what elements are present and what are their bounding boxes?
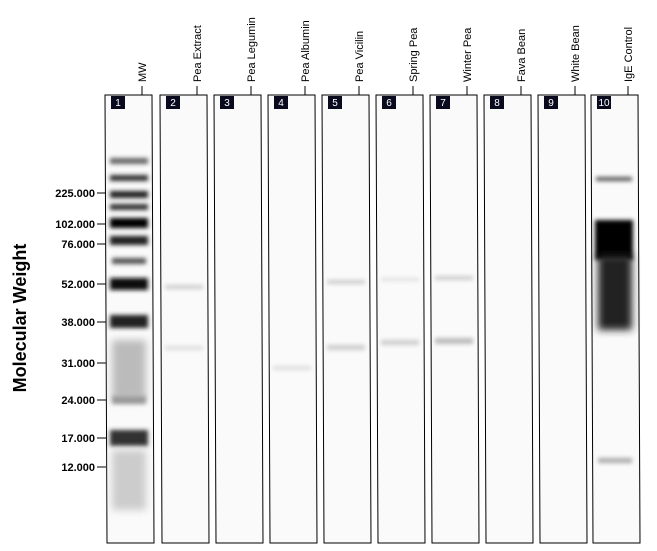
lane-number: 2 xyxy=(170,98,176,109)
lane-number: 4 xyxy=(278,98,284,109)
lane-number: 3 xyxy=(224,98,230,109)
marker-label: 24.000 xyxy=(61,395,95,407)
lane xyxy=(483,94,534,544)
lane-number-badge xyxy=(166,96,180,109)
marker-label: 31.000 xyxy=(61,358,95,370)
lane xyxy=(159,94,210,544)
lane xyxy=(321,94,372,544)
lane-name: Pea Extract xyxy=(192,25,204,82)
lane-number: 6 xyxy=(386,98,392,109)
lane xyxy=(213,94,264,544)
marker-label: 17.000 xyxy=(61,433,95,445)
bands xyxy=(110,158,633,510)
y-axis-title: Molecular Weight xyxy=(10,244,30,393)
lane-number: 7 xyxy=(440,98,446,109)
lane-name: IgE Control xyxy=(623,27,635,82)
lane-name: White Bean xyxy=(570,25,582,82)
lane-number-badge xyxy=(274,96,288,109)
lane-name: Pea Albumin xyxy=(300,20,312,82)
lane-name: Winter Pea xyxy=(462,27,474,82)
lane xyxy=(429,94,480,544)
lane-name: Pea Legumin xyxy=(246,17,258,82)
lane xyxy=(375,94,426,544)
lane-number: 9 xyxy=(548,98,554,109)
lane-number-badge xyxy=(436,96,450,109)
lane-number: 10 xyxy=(598,98,610,109)
marker-label: 102.000 xyxy=(55,219,95,231)
lane-number-badge xyxy=(490,96,504,109)
lane-name: Fava Bean xyxy=(516,29,528,82)
lane-number-badge xyxy=(544,96,558,109)
lane-number-badge xyxy=(597,96,611,109)
markers: 225.000 102.000 76.000 52.000 38.000 31.000 24… xyxy=(55,188,106,474)
lane xyxy=(267,94,318,544)
lane-number-badge xyxy=(328,96,342,109)
lane-name: Pea Vicilin xyxy=(354,31,366,82)
lane-name: Spring Pea xyxy=(408,27,420,82)
lane-number-badge xyxy=(382,96,396,109)
lanes: 1 MW 2 Pea Extract 3 Pea Legumin 4 Pea Albumin 5… xyxy=(104,17,641,544)
lane-number-badge xyxy=(111,96,125,109)
lane-number: 5 xyxy=(332,98,338,109)
lane-number-badge xyxy=(220,96,234,109)
lane-name: MW xyxy=(137,62,149,82)
marker-label: 38.000 xyxy=(61,317,95,329)
lane-number: 8 xyxy=(494,98,500,109)
marker-label: 225.000 xyxy=(55,188,95,200)
marker-label: 76.000 xyxy=(61,239,95,251)
lane-number: 1 xyxy=(115,98,121,109)
marker-label: 52.000 xyxy=(61,279,95,291)
marker-label: 12.000 xyxy=(61,462,95,474)
lane xyxy=(537,94,588,544)
